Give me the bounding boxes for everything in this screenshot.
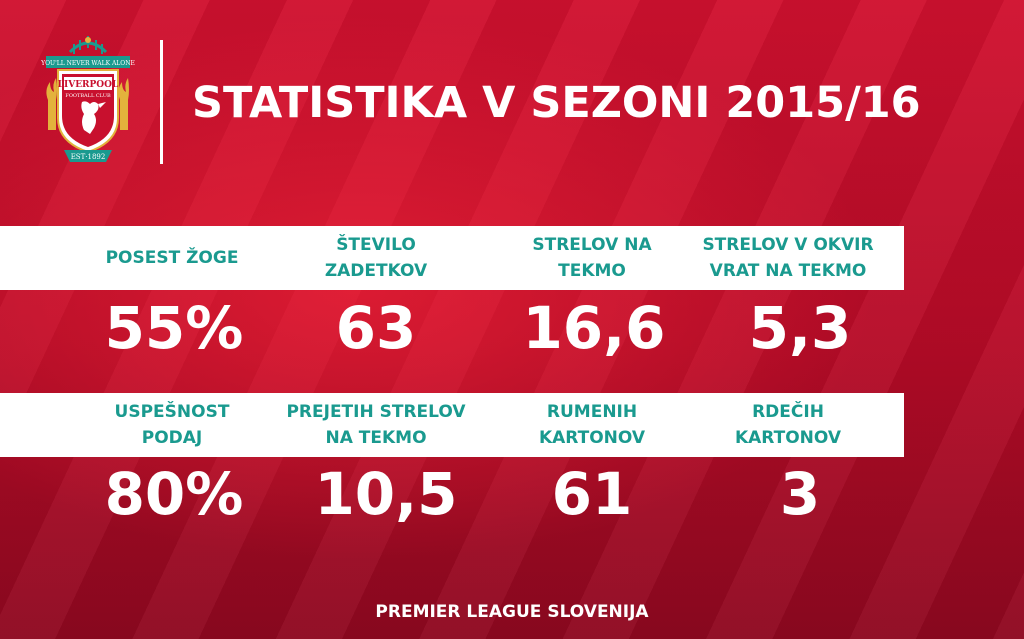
stats-label-band-2	[0, 393, 904, 457]
stat-label-stevilo-zadetkov: ŠTEVILO ZADETKOV	[324, 235, 428, 281]
stats-label-band-1	[0, 226, 904, 290]
stat-value-rdecih-kartonov: 3	[779, 460, 821, 528]
crest-established: EST·1892	[71, 153, 106, 161]
stat-label-strelov-v-okvir: STRELOV V OKVIR VRAT NA TEKMO	[702, 235, 874, 281]
stat-value-prejetih-strelov: 10,5	[314, 460, 458, 528]
stat-value-stevilo-zadetkov: 63	[335, 294, 417, 362]
stat-label-rumenih-kartonov: RUMENIH KARTONOV	[538, 402, 646, 448]
stat-value-rumenih-kartonov: 61	[551, 460, 633, 528]
stat-label-posest-zoge: POSEST ŽOGE	[105, 248, 239, 268]
header-divider	[160, 40, 163, 164]
footer-source: PREMIER LEAGUE SLOVENIJA	[375, 602, 649, 622]
stat-value-uspesnost-podaj: 80%	[104, 460, 244, 528]
liverpool-crest-logo: YOU'LL NEVER WALK ALONE LIVERPOOL FOOTBA…	[40, 36, 135, 162]
page-title: STATISTIKA V SEZONI 2015/16	[192, 78, 921, 128]
stat-label-prejetih-strelov: PREJETIH STRELOV NA TEKMO	[286, 402, 466, 448]
stat-value-strelov-na-tekmo: 16,6	[522, 294, 666, 362]
crest-club-subtitle: FOOTBALL CLUB	[65, 93, 111, 99]
crest-club-name: LIVERPOOL	[58, 80, 119, 90]
crest-motto: YOU'LL NEVER WALK ALONE	[40, 60, 135, 67]
stat-label-uspesnost-podaj: USPEŠNOST PODAJ	[114, 402, 230, 448]
stat-value-strelov-v-okvir: 5,3	[748, 294, 852, 362]
stat-value-posest-zoge: 55%	[104, 294, 244, 362]
stat-label-rdecih-kartonov: RDEČIH KARTONOV	[734, 402, 842, 448]
stat-label-strelov-na-tekmo: STRELOV NA TEKMO	[532, 235, 652, 281]
